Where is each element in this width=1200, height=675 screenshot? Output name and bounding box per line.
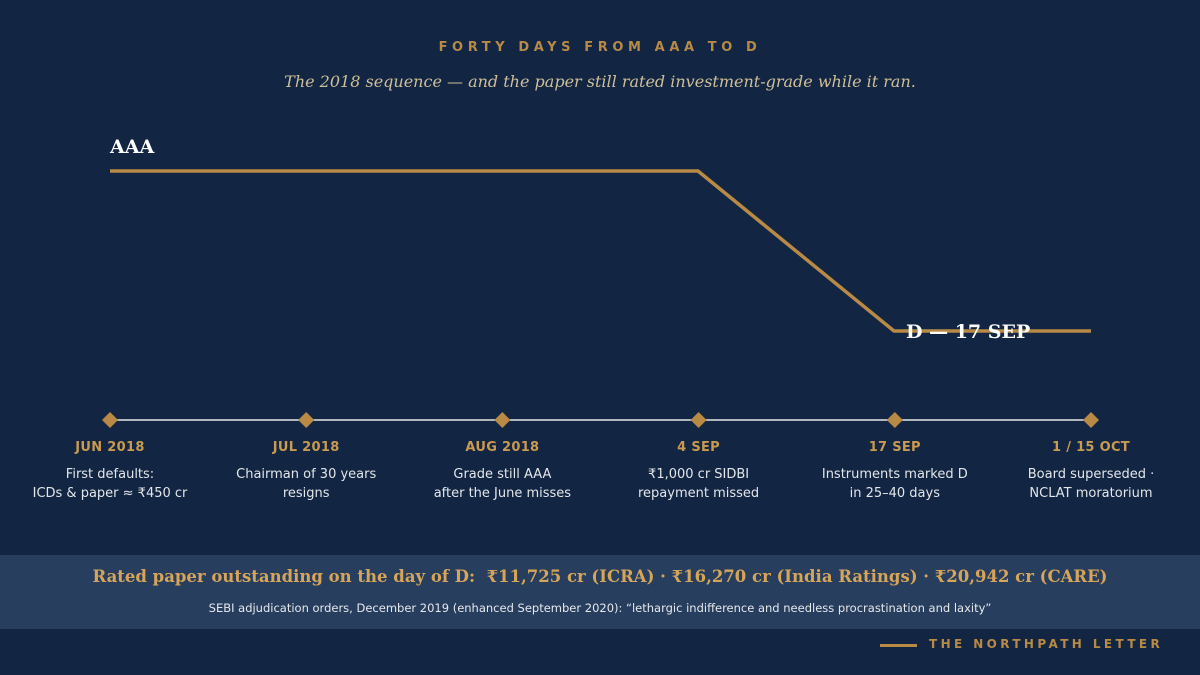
marker-description-line: Instruments marked D xyxy=(821,467,968,482)
marker-description-line: repayment missed xyxy=(638,486,760,501)
marker-date: 1 / 15 OCT xyxy=(1052,440,1130,455)
rating-path-line xyxy=(110,169,1091,333)
marker-description: Chairman of 30 years resigns xyxy=(211,465,401,503)
timeline-diamond xyxy=(886,412,903,428)
brand-rule xyxy=(880,644,917,647)
band-headline: Rated paper outstanding on the day of D:… xyxy=(92,567,1108,586)
marker-description-line: Grade still AAA xyxy=(453,467,552,482)
marker-date: JUL 2018 xyxy=(272,440,340,455)
timeline-diamond xyxy=(494,412,511,428)
marker-description-line: after the June misses xyxy=(433,486,572,501)
timeline-diamond xyxy=(1083,412,1099,428)
timeline-diamond xyxy=(102,412,118,428)
marker-date: JUN 2018 xyxy=(75,440,145,455)
marker-description: Instruments marked D in 25–40 days xyxy=(800,465,990,503)
timeline-diamond xyxy=(690,412,707,428)
marker-description-line: ₹1,000 cr SIDBI xyxy=(648,467,750,482)
summary-band xyxy=(0,555,1200,629)
rating-start-label: AAA xyxy=(109,136,154,158)
timeline-diamonds xyxy=(102,412,1099,428)
marker-date: AUG 2018 xyxy=(465,440,540,455)
marker-description: First defaults: ICDs & paper ≈ ₹450 cr xyxy=(15,465,205,503)
marker-description-line: in 25–40 days xyxy=(849,486,940,501)
marker-date: 17 SEP xyxy=(868,440,921,455)
rating-diagram: AAA D — 17 SEP xyxy=(102,136,1099,428)
marker-description-line: First defaults: xyxy=(65,467,155,482)
marker-description-line: Chairman of 30 years xyxy=(236,467,377,482)
marker-description: ₹1,000 cr SIDBI repayment missed xyxy=(604,465,794,503)
marker-description-line: NCLAT moratorium xyxy=(1029,486,1153,501)
rating-end-label: D — 17 SEP xyxy=(906,321,1030,343)
marker-description: Board superseded · NCLAT moratorium xyxy=(996,465,1186,503)
marker-date: 4 SEP xyxy=(677,440,721,455)
marker-description: Grade still AAA after the June misses xyxy=(407,465,597,503)
marker-description-line: ICDs & paper ≈ ₹450 cr xyxy=(32,486,188,501)
band-source: SEBI adjudication orders, December 2019 … xyxy=(208,601,992,615)
marker-description-line: resigns xyxy=(282,486,330,501)
timeline-diamond xyxy=(298,412,315,428)
subtitle: The 2018 sequence — and the paper still … xyxy=(284,72,916,91)
brand-name: THE NORTHPATH LETTER xyxy=(929,637,1164,651)
kicker-title: FORTY DAYS FROM AAA TO D xyxy=(438,40,762,55)
marker-description-line: Board superseded · xyxy=(1027,467,1155,482)
